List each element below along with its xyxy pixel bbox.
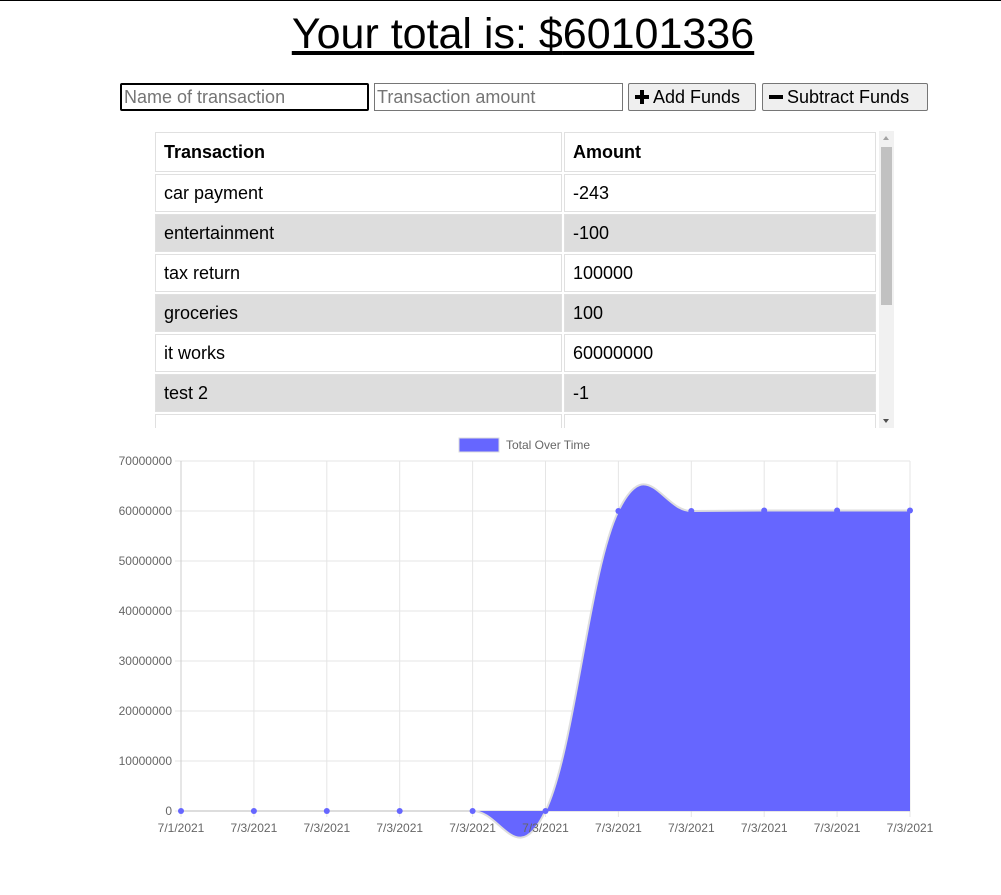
transaction-amount: 100000 bbox=[564, 254, 876, 292]
transaction-amount: 60000000 bbox=[564, 334, 876, 372]
transactions-table: Transaction Amount car payment -243 ente… bbox=[153, 130, 878, 428]
data-point bbox=[178, 808, 184, 814]
table-row: entertainment -100 bbox=[155, 214, 876, 252]
y-tick-label: 60000000 bbox=[119, 504, 173, 518]
chart-legend: Total Over Time bbox=[458, 437, 590, 453]
data-point bbox=[615, 508, 622, 514]
data-point bbox=[907, 507, 913, 514]
y-tick-label: 20000000 bbox=[119, 704, 173, 718]
scroll-up-icon[interactable] bbox=[883, 136, 889, 140]
header-transaction: Transaction bbox=[155, 132, 562, 172]
transaction-name: car payment bbox=[155, 174, 562, 212]
table-row: test 2 -1 bbox=[155, 374, 876, 412]
transaction-name bbox=[155, 414, 562, 428]
add-funds-button[interactable]: Add Funds bbox=[628, 83, 756, 111]
table-header-row: Transaction Amount bbox=[155, 132, 876, 172]
y-tick-label: 40000000 bbox=[119, 604, 173, 618]
page-title: Your total is: $60101336 bbox=[0, 8, 1001, 60]
transaction-amount-input[interactable] bbox=[374, 83, 623, 111]
transaction-name: groceries bbox=[155, 294, 562, 332]
transaction-amount: 100 bbox=[564, 294, 876, 332]
x-tick-label: 7/3/2021 bbox=[449, 821, 496, 835]
transaction-name: tax return bbox=[155, 254, 562, 292]
series-area bbox=[181, 484, 910, 838]
scroll-down-icon[interactable] bbox=[883, 419, 889, 423]
transaction-amount bbox=[564, 414, 876, 428]
y-tick-label: 70000000 bbox=[119, 454, 173, 468]
total-over-time-chart: 0 10000000 20000000 30000000 40000000 5000000… bbox=[119, 437, 934, 839]
x-tick-label: 7/3/2021 bbox=[522, 821, 569, 835]
header-amount: Amount bbox=[564, 132, 876, 172]
y-tick-label: 0 bbox=[165, 804, 172, 818]
transactions-table-container[interactable]: Transaction Amount car payment -243 ente… bbox=[153, 130, 895, 428]
plus-icon bbox=[635, 90, 649, 104]
chart-points bbox=[178, 507, 913, 814]
y-tick-label: 30000000 bbox=[119, 654, 173, 668]
table-row: car payment -243 bbox=[155, 174, 876, 212]
table-row: tax return 100000 bbox=[155, 254, 876, 292]
x-tick-label: 7/3/2021 bbox=[741, 821, 788, 835]
data-point bbox=[834, 507, 841, 514]
minus-icon bbox=[769, 90, 783, 104]
data-point bbox=[323, 808, 330, 814]
data-point bbox=[250, 808, 257, 814]
x-tick-label: 7/1/2021 bbox=[158, 821, 205, 835]
y-axis-ticks: 0 10000000 20000000 30000000 40000000 5000000… bbox=[119, 454, 173, 818]
transaction-amount: -100 bbox=[564, 214, 876, 252]
transaction-name: test 2 bbox=[155, 374, 562, 412]
data-point bbox=[761, 507, 768, 514]
x-axis-ticks: 7/1/2021 7/3/2021 7/3/2021 7/3/2021 7/3/2021… bbox=[158, 821, 934, 835]
total-prefix: Your total is: $ bbox=[291, 10, 563, 58]
x-tick-label: 7/3/2021 bbox=[303, 821, 350, 835]
total-value: 60101336 bbox=[562, 10, 755, 58]
data-point bbox=[542, 808, 549, 814]
transaction-name: it works bbox=[155, 334, 562, 372]
scroll-thumb[interactable] bbox=[881, 147, 892, 305]
table-row bbox=[155, 414, 876, 428]
y-tick-label: 50000000 bbox=[119, 554, 173, 568]
y-tick-label: 10000000 bbox=[119, 754, 173, 768]
subtract-funds-label: Subtract Funds bbox=[787, 86, 910, 107]
transaction-amount: -1 bbox=[564, 374, 876, 412]
transaction-name-input[interactable] bbox=[120, 83, 369, 111]
x-tick-label: 7/3/2021 bbox=[668, 821, 715, 835]
add-funds-label: Add Funds bbox=[653, 86, 741, 107]
x-tick-label: 7/3/2021 bbox=[887, 821, 934, 835]
data-point bbox=[396, 808, 403, 814]
data-point bbox=[469, 808, 476, 814]
table-scrollbar[interactable] bbox=[879, 131, 894, 428]
window-top-border bbox=[0, 0, 1001, 1]
legend-swatch bbox=[458, 437, 500, 453]
x-tick-label: 7/3/2021 bbox=[231, 821, 278, 835]
legend-label: Total Over Time bbox=[506, 438, 590, 452]
transaction-name: entertainment bbox=[155, 214, 562, 252]
table-row: groceries 100 bbox=[155, 294, 876, 332]
subtract-funds-button[interactable]: Subtract Funds bbox=[762, 83, 928, 111]
table-row: it works 60000000 bbox=[155, 334, 876, 372]
x-tick-label: 7/3/2021 bbox=[376, 821, 423, 835]
x-tick-label: 7/3/2021 bbox=[595, 821, 642, 835]
x-tick-label: 7/3/2021 bbox=[814, 821, 861, 835]
data-point bbox=[688, 508, 695, 514]
transaction-amount: -243 bbox=[564, 174, 876, 212]
